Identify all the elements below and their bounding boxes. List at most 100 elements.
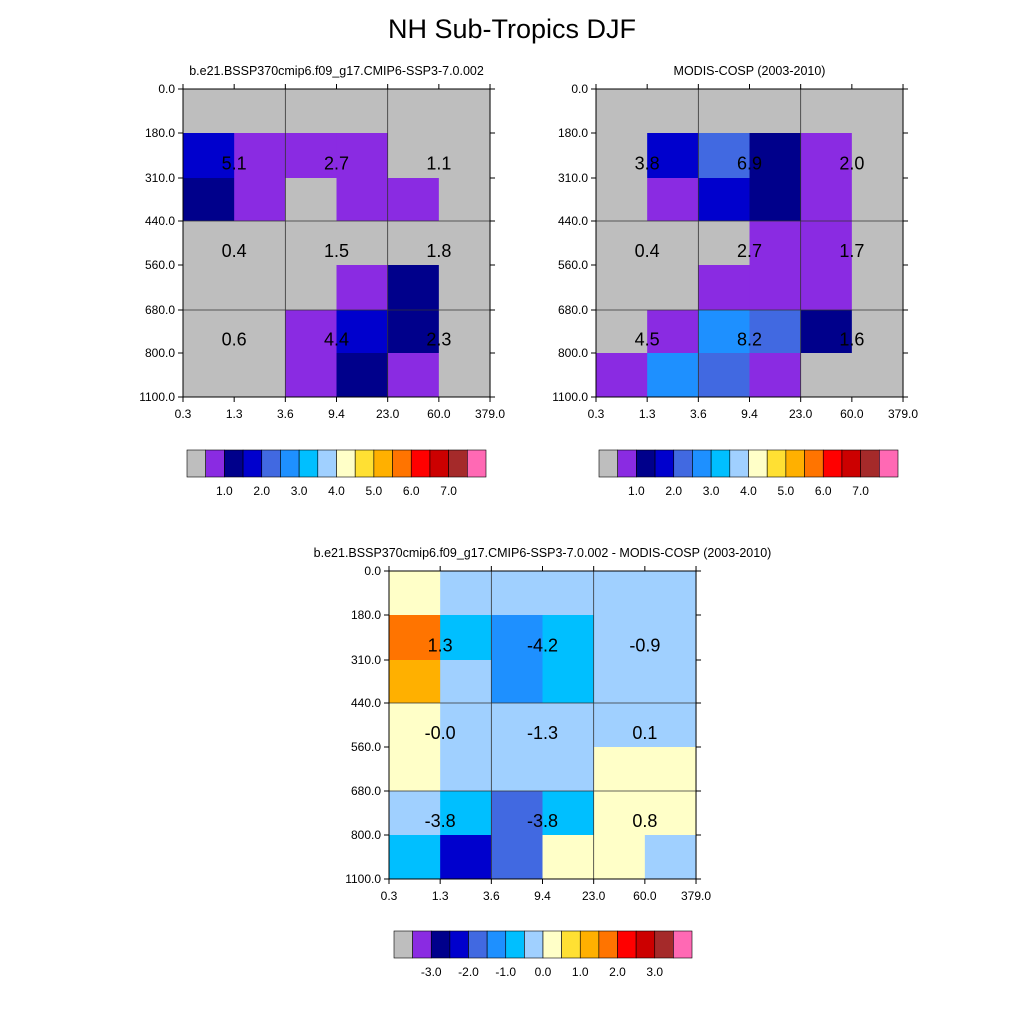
y-tick-label: 1100.0 [345, 872, 381, 886]
heatmap-cell [644, 571, 697, 616]
x-tick-label: 0.3 [588, 407, 605, 421]
heatmap-cell [234, 310, 286, 354]
heatmap-cell [542, 747, 595, 792]
x-tick-label: 60.0 [633, 889, 657, 903]
heatmap-cell [285, 89, 338, 134]
heatmap-cell [234, 89, 286, 134]
heatmap-cell [800, 133, 853, 179]
heatmap-cell [644, 703, 697, 748]
colorbar-swatch [841, 449, 861, 478]
heatmap-cell [438, 265, 491, 311]
annotation-value: 5.1 [222, 154, 247, 174]
heatmap-cell [491, 791, 544, 836]
colorbar-swatch [654, 930, 674, 959]
colorbar-label: 1.0 [572, 965, 589, 979]
colorbar-label: 4.0 [328, 484, 345, 498]
annotation-value: 0.4 [635, 241, 660, 261]
heatmap-cell [336, 221, 389, 266]
y-tick-label: 560.0 [145, 258, 175, 272]
colorbar-label: 3.0 [291, 484, 308, 498]
heatmap-cell [596, 221, 648, 266]
panel-title: b.e21.BSSP370cmip6.f09_g17.CMIP6-SSP3-7.… [314, 546, 772, 560]
x-tick-label: 379.0 [475, 407, 505, 421]
annotation-value: 1.3 [428, 636, 453, 656]
y-tick-label: 180.0 [558, 126, 588, 140]
annotation-value: 6.9 [737, 154, 762, 174]
heatmap-cell [438, 178, 491, 222]
heatmap-cell [440, 747, 492, 792]
heatmap-cell [596, 310, 648, 354]
heatmap-cell [593, 615, 646, 661]
heatmap-cell [800, 310, 853, 354]
heatmap-cell [749, 178, 802, 222]
y-tick-label: 180.0 [145, 126, 175, 140]
colorbar-swatch [654, 449, 675, 478]
heatmap-cell [698, 133, 751, 179]
heatmap-cell [183, 310, 235, 354]
heatmap-cell [542, 703, 595, 748]
annotation-value: 0.8 [632, 811, 657, 831]
x-tick-label: 23.0 [582, 889, 606, 903]
colorbar-swatch [392, 449, 412, 478]
colorbar-label: 4.0 [740, 484, 757, 498]
y-tick-label: 800.0 [558, 346, 588, 360]
y-tick-label: 180.0 [351, 608, 381, 622]
heatmap-cell [593, 660, 646, 704]
colorbar: 1.0 2.0 3.0 4.0 5.0 6.0 7.0 [186, 449, 487, 498]
colorbar: -3.0 -2.0 -1.0 0.0 1.0 2.0 3.0 [393, 930, 693, 979]
heatmap-cell [749, 89, 802, 134]
colorbar-swatch [785, 449, 805, 478]
heatmap-cell [593, 703, 646, 748]
colorbar-swatch [729, 449, 749, 478]
heatmap-cell [387, 178, 440, 222]
colorbar-swatch [879, 449, 899, 478]
heatmap-cell [851, 133, 904, 179]
heatmap-cell [438, 221, 491, 266]
y-tick-label: 0.0 [571, 82, 588, 96]
annotation-value: 2.3 [426, 330, 451, 350]
x-tick-label: 0.3 [381, 889, 398, 903]
heatmap-cell [438, 133, 491, 179]
heatmap-cell [800, 89, 853, 134]
x-tick-label: 1.3 [432, 889, 449, 903]
y-tick-label: 680.0 [145, 303, 175, 317]
heatmap-cell [387, 221, 440, 266]
colorbar-swatch [410, 449, 431, 478]
colorbar-label: 2.0 [665, 484, 682, 498]
heatmap-cell [596, 353, 648, 398]
colorbar-label: -3.0 [421, 965, 442, 979]
heatmap-cell [593, 747, 646, 792]
heatmap-cell [387, 89, 440, 134]
x-tick-label: 9.4 [741, 407, 758, 421]
y-tick-label: 800.0 [145, 346, 175, 360]
heatmap-cell [438, 89, 491, 134]
colorbar-label: 2.0 [253, 484, 270, 498]
colorbar: 1.0 2.0 3.0 4.0 5.0 6.0 7.0 [598, 449, 899, 498]
y-tick-label: 560.0 [351, 740, 381, 754]
x-tick-label: 0.3 [175, 407, 192, 421]
heatmap-cell [749, 265, 802, 311]
heatmap-cell [285, 310, 338, 354]
colorbar-swatch [822, 449, 843, 478]
y-tick-label: 1100.0 [552, 390, 588, 404]
heatmap-cell [389, 571, 441, 616]
y-tick-label: 680.0 [351, 784, 381, 798]
heatmap-cell [491, 747, 544, 792]
colorbar-swatch [636, 449, 656, 478]
y-tick-label: 560.0 [558, 258, 588, 272]
colorbar-swatch [617, 930, 637, 959]
x-tick-label: 9.4 [328, 407, 345, 421]
heatmap-cell [234, 265, 286, 311]
heatmap-cell [183, 133, 235, 179]
colorbar-label: 3.0 [646, 965, 663, 979]
heatmap-cell [183, 353, 235, 398]
heatmap-cell [542, 571, 595, 616]
y-tick-label: 1100.0 [139, 390, 175, 404]
x-tick-label: 379.0 [888, 407, 918, 421]
colorbar-swatch [468, 930, 488, 959]
heatmap-cell [749, 133, 802, 179]
heatmap-cell [593, 835, 646, 880]
colorbar-swatch [635, 930, 656, 959]
colorbar-label: 6.0 [403, 484, 420, 498]
annotation-value: -0.0 [425, 723, 456, 743]
